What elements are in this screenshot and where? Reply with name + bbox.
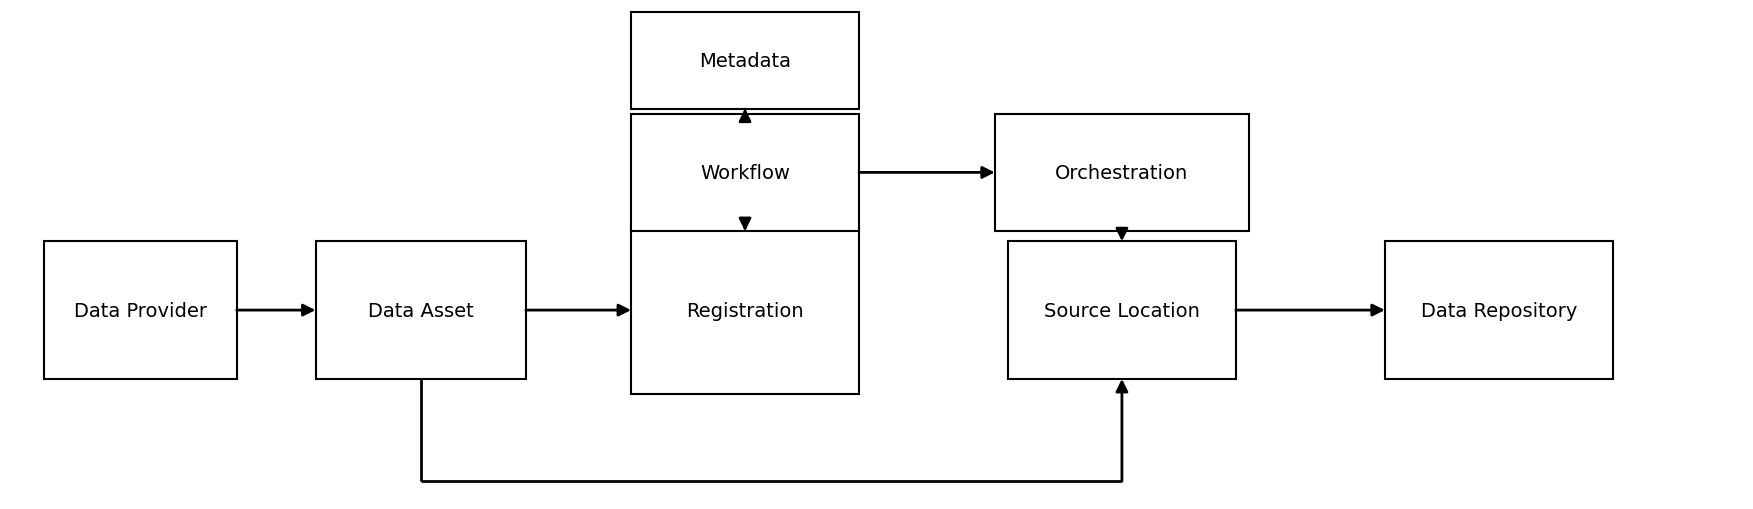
Bar — [631, 115, 859, 232]
Bar — [44, 242, 237, 379]
Bar — [631, 13, 859, 109]
Bar — [316, 242, 526, 379]
Bar — [1008, 242, 1236, 379]
Text: Data Repository: Data Repository — [1420, 301, 1578, 320]
Text: Metadata: Metadata — [699, 51, 791, 71]
Text: Data Asset: Data Asset — [368, 301, 473, 320]
Text: Data Provider: Data Provider — [74, 301, 207, 320]
Text: Workflow: Workflow — [699, 163, 791, 183]
Bar — [631, 227, 859, 394]
Bar — [996, 115, 1248, 232]
Text: Orchestration: Orchestration — [1055, 163, 1189, 183]
Text: Source Location: Source Location — [1045, 301, 1199, 320]
Text: Registration: Registration — [685, 301, 805, 320]
Bar — [1385, 242, 1613, 379]
